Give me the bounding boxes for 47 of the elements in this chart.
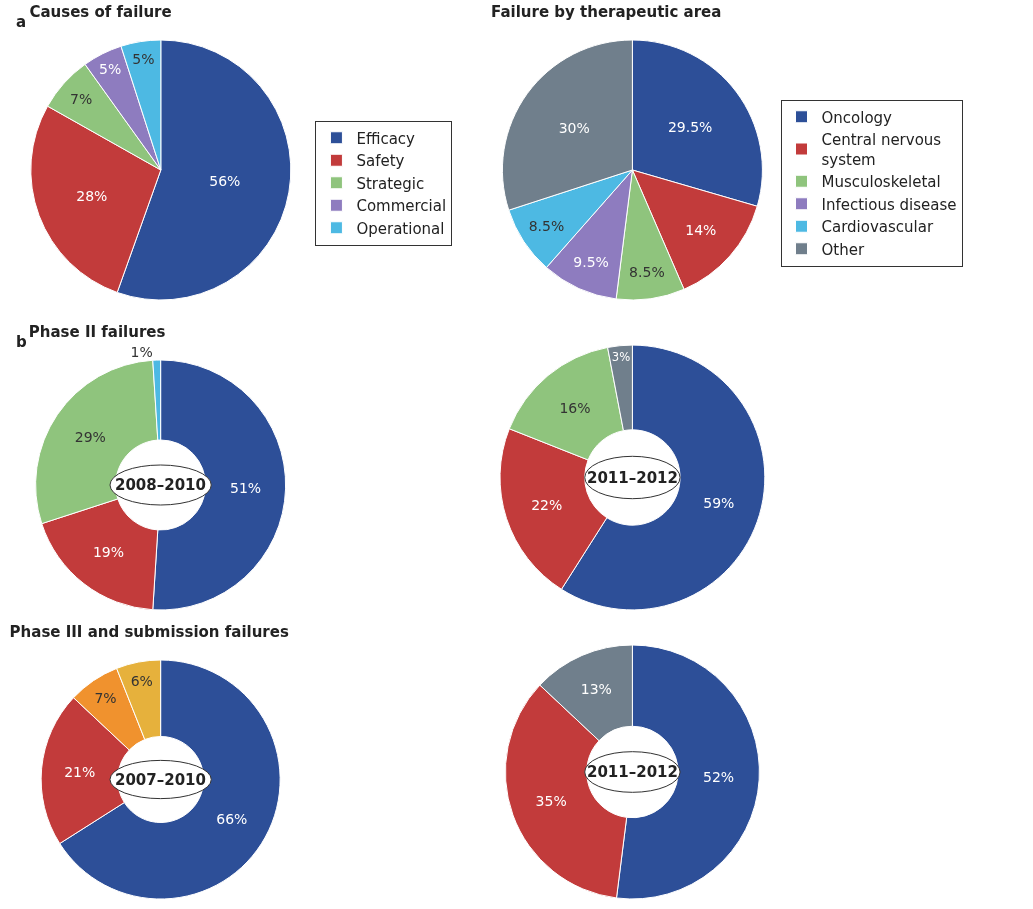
legend-label: Strategic bbox=[356, 174, 425, 193]
legend-label: Efficacy bbox=[356, 129, 416, 148]
text: 2008–2010 bbox=[115, 476, 206, 494]
data-label: 6% bbox=[130, 672, 153, 689]
legend-label: Infectious disease bbox=[821, 195, 957, 214]
data-label: 56% bbox=[209, 173, 241, 190]
data-label: 22% bbox=[531, 497, 563, 514]
legend-label: Other bbox=[821, 240, 865, 259]
chart-title: Phase II failures bbox=[28, 322, 166, 341]
legend-label: Cardiovascular bbox=[821, 218, 934, 237]
data-label: 51% bbox=[230, 479, 262, 496]
data-label: 5% bbox=[99, 61, 122, 78]
data-label: 14% bbox=[685, 222, 717, 239]
data-label: 7% bbox=[70, 90, 93, 107]
data-label: 16% bbox=[559, 400, 591, 417]
data-label: 13% bbox=[580, 680, 612, 697]
text: 2011–2012 bbox=[587, 763, 678, 781]
legend-label: Central nervous system bbox=[821, 131, 942, 169]
text: b bbox=[16, 333, 27, 351]
legend-label: Safety bbox=[356, 152, 405, 171]
data-label: 1% bbox=[130, 344, 153, 361]
data-label: 5% bbox=[132, 50, 155, 67]
chart-title: Failure by therapeutic area bbox=[491, 2, 722, 21]
data-label: 29.5% bbox=[667, 118, 713, 135]
data-label: 29% bbox=[74, 429, 106, 446]
chart-title: Causes of failure bbox=[29, 2, 172, 21]
text: 2007–2010 bbox=[115, 771, 206, 789]
data-label: 30% bbox=[558, 119, 590, 136]
data-label: 9.5% bbox=[573, 253, 609, 270]
data-label: 8.5% bbox=[629, 263, 665, 280]
legend-label: Operational bbox=[356, 219, 445, 238]
data-label: 52% bbox=[703, 769, 735, 786]
text: 2011–2012 bbox=[587, 469, 678, 487]
legend-label: Commercial bbox=[356, 197, 447, 216]
chart-title: Phase III and submission failures bbox=[9, 622, 289, 641]
data-label: 19% bbox=[92, 544, 125, 561]
text: a bbox=[16, 13, 27, 31]
data-label: 7% bbox=[94, 690, 117, 707]
data-label: 8.5% bbox=[528, 218, 565, 235]
data-label: 21% bbox=[64, 763, 96, 780]
data-label: 35% bbox=[535, 793, 567, 810]
data-label: 66% bbox=[216, 810, 248, 827]
data-label: 59% bbox=[703, 494, 735, 511]
legend-label: Oncology bbox=[821, 108, 893, 127]
legend-label: Musculoskeletal bbox=[821, 173, 941, 192]
data-label: 28% bbox=[76, 187, 108, 204]
data-label: 3% bbox=[611, 350, 631, 365]
